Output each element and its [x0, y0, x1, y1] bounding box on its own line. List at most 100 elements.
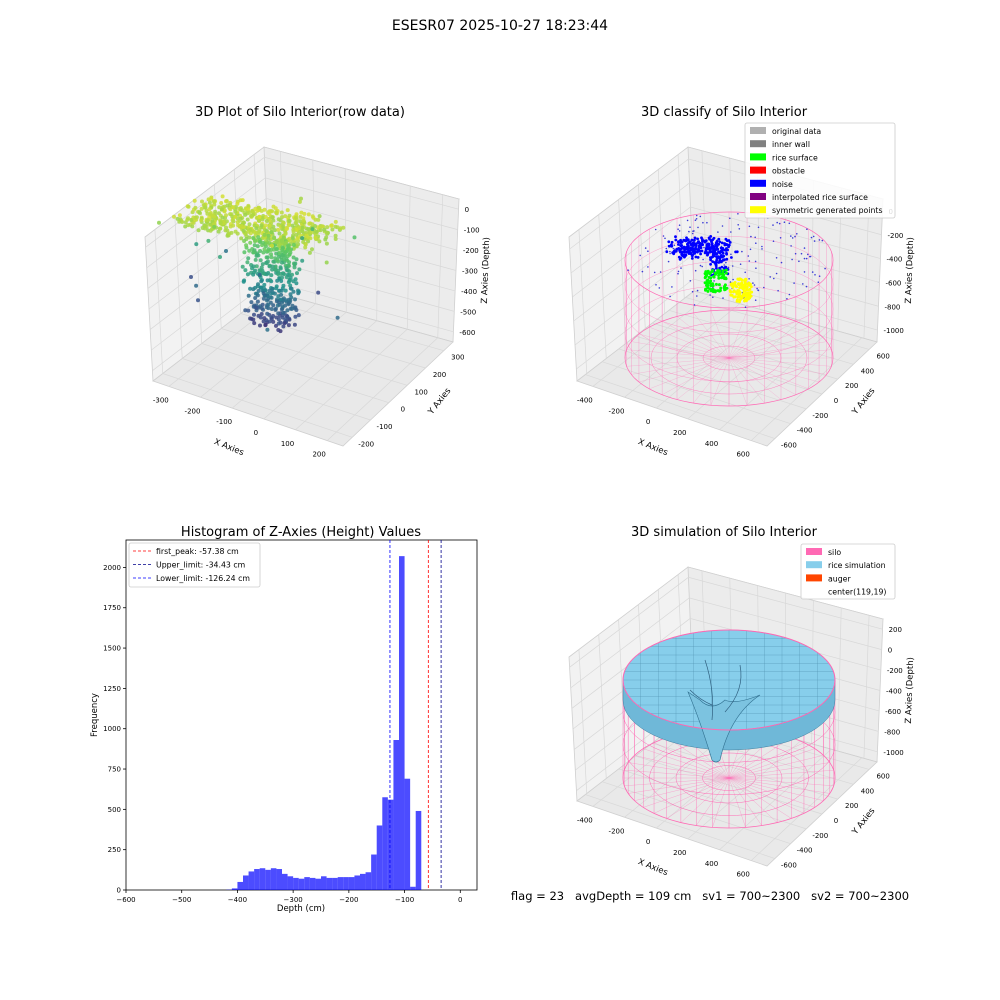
- x-tick-label: 100: [281, 440, 294, 448]
- y-tick-label: 0: [834, 397, 838, 405]
- grid-line: [863, 195, 870, 339]
- data-point: [240, 198, 245, 203]
- x-tick-label: 200: [312, 451, 325, 459]
- symmetric-point: [743, 280, 747, 284]
- interpolated-point: [658, 287, 661, 289]
- data-point: [258, 304, 263, 309]
- interpolated-point: [775, 272, 778, 275]
- data-point: [258, 249, 263, 253]
- data-point: [258, 323, 262, 328]
- data-point: [301, 240, 306, 244]
- data-point: [230, 218, 235, 223]
- data-point: [194, 283, 199, 288]
- noise-point: [696, 240, 700, 244]
- data-point: [274, 315, 279, 320]
- data-point: [251, 236, 256, 240]
- data-point: [313, 235, 318, 240]
- histogram-bar: [270, 868, 277, 890]
- y-tick-label: 1750: [103, 604, 121, 612]
- noise-point: [700, 242, 704, 246]
- noise-point: [696, 256, 700, 259]
- interpolated-point: [775, 257, 778, 259]
- data-point: [255, 293, 260, 298]
- noise-point: [723, 258, 726, 262]
- z-axis-label: Z Axies (Depth): [904, 657, 916, 724]
- data-point: [266, 306, 271, 311]
- interpolated-point: [703, 246, 705, 249]
- noise-point: [667, 244, 671, 248]
- data-point: [294, 281, 299, 286]
- data-point: [193, 205, 198, 210]
- interpolated-point: [693, 304, 696, 306]
- y-tick-label: 0: [834, 817, 838, 825]
- noise-point: [679, 256, 683, 260]
- noise-point: [725, 247, 728, 250]
- data-point: [264, 261, 269, 266]
- data-point: [299, 196, 303, 201]
- rice-surface-point: [723, 288, 727, 292]
- data-point: [218, 221, 223, 226]
- data-point: [273, 307, 278, 312]
- symmetric-point: [737, 282, 741, 286]
- data-point: [254, 264, 259, 269]
- data-point: [280, 300, 284, 305]
- chart-classify: 3D classify of Silo Interior -400 -200 0 200…: [568, 105, 916, 459]
- data-point: [276, 321, 281, 326]
- symmetric-point: [732, 290, 735, 294]
- legend-label: silo: [828, 548, 841, 557]
- noise-point: [700, 236, 703, 240]
- data-point: [256, 235, 261, 240]
- legend-swatch: [806, 561, 822, 569]
- data-point: [199, 206, 204, 211]
- interpolated-point: [788, 222, 791, 225]
- data-point: [308, 236, 313, 241]
- grid-line: [578, 229, 588, 374]
- symmetric-point: [735, 298, 739, 302]
- grid-line: [221, 328, 408, 386]
- rice-surface-point: [709, 284, 713, 288]
- legend-label: noise: [772, 180, 793, 189]
- rice-surface-point: [724, 268, 728, 272]
- y-axis-label: Y Axies: [426, 386, 454, 418]
- data-point: [281, 310, 286, 315]
- noise-point: [725, 251, 728, 255]
- noise-point: [713, 250, 717, 253]
- symmetric-point: [736, 289, 740, 292]
- interpolated-point: [777, 289, 779, 292]
- data-point: [283, 214, 288, 219]
- data-point: [287, 219, 292, 223]
- histogram-bar: [348, 877, 355, 890]
- grid-line: [214, 184, 222, 329]
- histogram-bar: [248, 871, 255, 890]
- data-point: [199, 218, 204, 223]
- legend-swatch: [750, 193, 766, 200]
- interpolated-point: [763, 286, 765, 289]
- data-point: [283, 317, 288, 322]
- rice-surface-point: [716, 271, 720, 275]
- data-point: [260, 262, 265, 267]
- data-point: [291, 255, 296, 260]
- data-point: [294, 220, 299, 225]
- grid-line: [182, 358, 371, 421]
- data-point: [224, 249, 228, 253]
- silo-floor-ring: [675, 752, 783, 804]
- noise-point: [709, 262, 712, 266]
- symmetric-point: [744, 291, 748, 295]
- legend-label: symmetric generated points: [772, 206, 883, 215]
- x-tick-label: 600: [736, 451, 749, 459]
- y-axis-label: Y Axies: [850, 386, 878, 418]
- data-point: [269, 252, 273, 257]
- data-point: [196, 298, 200, 303]
- data-point: [286, 223, 291, 228]
- z-tick-label: -200: [463, 247, 479, 255]
- data-point: [280, 248, 285, 252]
- legend-swatch: [750, 206, 766, 214]
- symmetric-point: [743, 285, 747, 289]
- interpolated-point: [750, 235, 752, 238]
- data-point: [217, 205, 222, 210]
- x-axis-label: X Axies: [636, 857, 669, 878]
- grid-line: [201, 343, 389, 404]
- legend: original data inner wall rice surface obsta…: [744, 122, 896, 219]
- data-point: [271, 303, 276, 308]
- data-point: [247, 235, 252, 240]
